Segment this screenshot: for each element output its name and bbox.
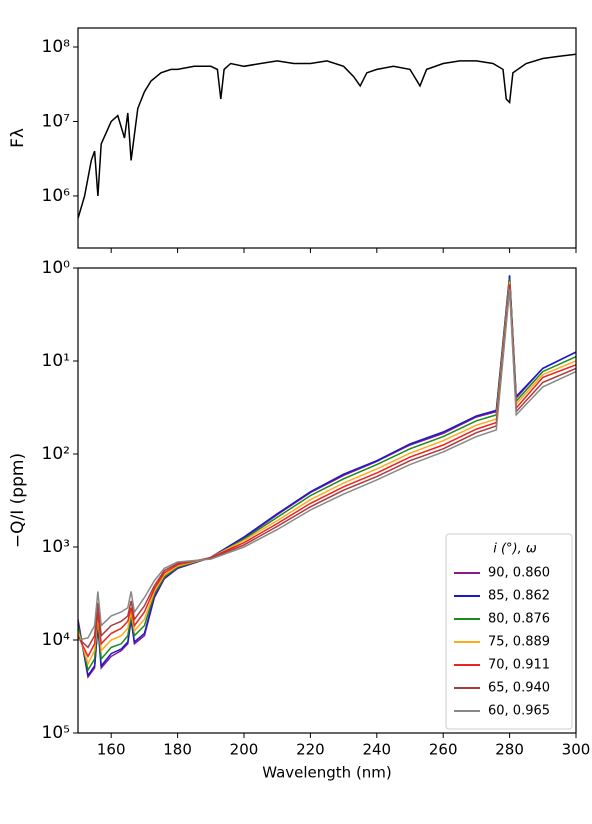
legend-label: 75, 0.889: [488, 635, 550, 650]
legend-label: 60, 0.965: [488, 704, 550, 719]
y-tick-label: 10⁶: [42, 186, 71, 206]
x-tick-label: 280: [495, 741, 524, 759]
legend-label: 80, 0.876: [488, 612, 550, 627]
x-tick-label: 300: [562, 741, 591, 759]
y-tick-label: 10³: [42, 537, 70, 557]
legend: [445, 533, 573, 730]
x-tick-label: 200: [230, 741, 259, 759]
y-tick-label: 10⁵: [42, 723, 70, 743]
x-tick-label: 220: [296, 741, 325, 759]
y-axis-label: Fλ: [8, 128, 28, 148]
legend-label: 85, 0.862: [488, 589, 550, 604]
legend-label: 90, 0.860: [488, 566, 550, 581]
axes-frame: [77, 267, 577, 734]
series-line: [78, 289, 576, 641]
legend-label: 65, 0.940: [488, 681, 550, 696]
y-tick-label: 10⁰: [42, 258, 71, 278]
y-axis-label: −Q/I (ppm): [8, 453, 28, 548]
x-tick-label: 160: [97, 741, 126, 759]
legend-label: 70, 0.911: [488, 658, 550, 673]
legend-title: i (°), ω: [493, 542, 537, 557]
y-tick-label: 10¹: [42, 351, 70, 371]
y-tick-label: 10⁴: [42, 630, 71, 650]
x-axis-label: Wavelength (nm): [262, 764, 392, 782]
axes-frame: [77, 27, 577, 249]
x-tick-label: 260: [429, 741, 458, 759]
y-tick-label: 10⁸: [42, 37, 71, 57]
y-tick-label: 10⁷: [42, 111, 71, 131]
x-tick-label: 180: [163, 741, 192, 759]
y-tick-label: 10²: [42, 444, 70, 464]
series-line: [78, 53, 576, 219]
x-tick-label: 240: [362, 741, 391, 759]
